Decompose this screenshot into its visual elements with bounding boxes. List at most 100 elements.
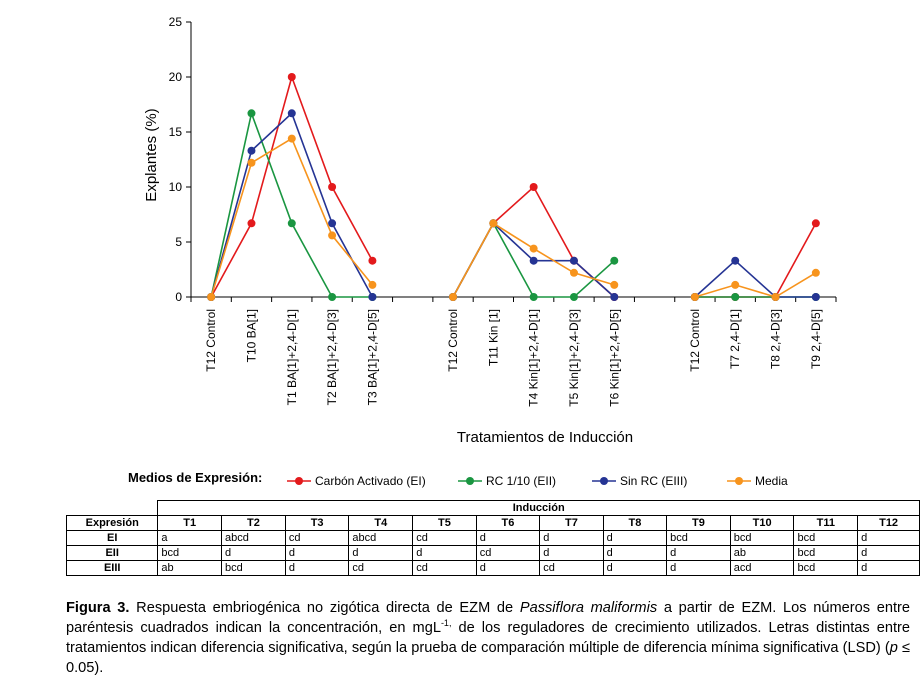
- table-cell: d: [284, 560, 350, 576]
- data-point: [368, 280, 377, 289]
- table-row-name: EIII: [65, 560, 159, 576]
- legend-entry: RC 1/10 (EII): [486, 474, 556, 488]
- data-point: [328, 219, 337, 228]
- caption-species: Passiflora maliformis: [519, 600, 658, 616]
- x-category-label: T10 BA[1]: [244, 309, 258, 362]
- table-row: EII bcd d d d d cd d d d ab bcd d: [65, 545, 920, 561]
- table-cell: a: [157, 530, 223, 546]
- table-column-header: T9: [666, 515, 731, 531]
- legend-entry: Carbón Activado (EI): [315, 474, 426, 488]
- table-column-header: T12: [857, 515, 920, 531]
- table-cell: d: [475, 560, 541, 576]
- table-cell: cd: [412, 560, 477, 576]
- data-point: [529, 256, 538, 265]
- table-cell: d: [857, 530, 920, 546]
- data-point: [247, 109, 256, 118]
- table-column-header: T1: [157, 515, 223, 531]
- table-column-header: T4: [348, 515, 414, 531]
- caption-text-3: de los reguladores de crecimiento utiliz…: [66, 620, 910, 656]
- table-column-header: T5: [412, 515, 477, 531]
- data-point: [811, 293, 820, 301]
- data-point: [247, 219, 256, 228]
- caption-text-2: a partir de EZM. Los números entre parén…: [66, 600, 910, 636]
- table-cell: d: [284, 545, 350, 561]
- x-category-label: T12 Control: [446, 309, 460, 372]
- table-cell: d: [602, 560, 668, 576]
- y-tick-label: 0: [175, 290, 182, 304]
- table-row-name: EI: [65, 530, 159, 546]
- data-point: [328, 293, 337, 301]
- data-point: [368, 293, 377, 301]
- table-cell: d: [221, 545, 286, 561]
- table-cell: d: [539, 545, 604, 561]
- table-column-header: T7: [539, 515, 604, 531]
- table-cell: d: [602, 545, 668, 561]
- x-axis-category-labels: T12 Control T10 BA[1] T1 BA[1]+2,4-D[1] T2 …: [204, 309, 823, 407]
- legend-swatch-marker: [735, 477, 743, 485]
- series-4: [207, 134, 820, 301]
- table-row: EI a abcd cd abcd cd d d d bcd bcd bcd d: [65, 530, 920, 546]
- data-point: [489, 219, 498, 228]
- table-cell: bcd: [221, 560, 286, 576]
- data-point: [811, 219, 820, 228]
- caption-p-symbol: p: [889, 640, 898, 656]
- data-point: [207, 293, 216, 301]
- caption-label: Figura 3.: [66, 600, 130, 616]
- x-category-label: T2 BA[1]+2,4-D[3]: [325, 309, 339, 405]
- table-cell: cd: [475, 545, 541, 561]
- data-point: [610, 293, 619, 301]
- data-point: [731, 256, 740, 265]
- table-row-header: Expresión: [65, 515, 159, 531]
- table-cell: abcd: [221, 530, 286, 546]
- y-tick-label: 15: [169, 125, 183, 139]
- table-cell: ab: [729, 545, 795, 561]
- data-point: [529, 183, 538, 191]
- table-cell: cd: [348, 560, 414, 576]
- table-cell: bcd: [793, 530, 859, 546]
- data-point: [569, 293, 578, 301]
- y-tick-label: 5: [175, 235, 182, 249]
- caption-text-1: Respuesta embriogénica no zigótica direc…: [129, 600, 520, 616]
- data-point: [811, 268, 820, 277]
- caption-text-4: ≤ 0.05).: [66, 640, 910, 676]
- table-column-header: T6: [475, 515, 541, 531]
- data-point: [328, 183, 337, 191]
- table-cell: d: [602, 530, 668, 546]
- data-point: [529, 244, 538, 253]
- x-category-label: T4 Kin[1]+2,4-D[1]: [527, 309, 541, 407]
- data-point: [328, 231, 337, 240]
- table-column-header: T3: [284, 515, 350, 531]
- legend-entry: Media: [755, 474, 788, 488]
- table-cell: cd: [539, 560, 604, 576]
- data-point: [569, 268, 578, 277]
- legend-swatch-marker: [295, 477, 303, 485]
- table-column-header: T8: [602, 515, 668, 531]
- series-line: [694, 259, 816, 298]
- legend-entry: Sin RC (EIII): [620, 474, 687, 488]
- y-tick-label: 20: [169, 70, 183, 84]
- line-chart: 0 5 10 15 20 25 T12 Control T10 BA[1] T1 BA[1]+…: [128, 15, 837, 488]
- table-cell: d: [666, 545, 731, 561]
- series-layer: [207, 73, 820, 301]
- data-point: [610, 280, 619, 289]
- table-corner-blank: [66, 500, 159, 516]
- table-cell: d: [475, 530, 541, 546]
- data-point: [287, 134, 296, 143]
- table-column-header: T10: [729, 515, 795, 531]
- table-cell: bcd: [729, 530, 795, 546]
- table-cell: bcd: [666, 530, 731, 546]
- legend-title: Medios de Expresión:: [128, 470, 262, 485]
- table-header-row: Expresión T1 T2 T3 T4 T5 T6 T7 T8 T9 T10 T11 T12: [65, 515, 920, 531]
- data-point: [247, 158, 256, 167]
- x-category-label: T3 BA[1]+2,4-D[5]: [365, 309, 379, 405]
- data-point: [771, 293, 780, 301]
- table-cell: acd: [729, 560, 795, 576]
- table-row-name: EII: [65, 545, 159, 561]
- table-column-header: T11: [793, 515, 859, 531]
- x-category-label: T1 BA[1]+2,4-D[1]: [285, 309, 299, 405]
- series-3: [207, 109, 820, 301]
- y-axis-ticks: 0 5 10 15 20 25: [169, 15, 191, 304]
- data-point: [569, 256, 578, 265]
- table-cell: cd: [412, 530, 477, 546]
- table-cell: d: [348, 545, 414, 561]
